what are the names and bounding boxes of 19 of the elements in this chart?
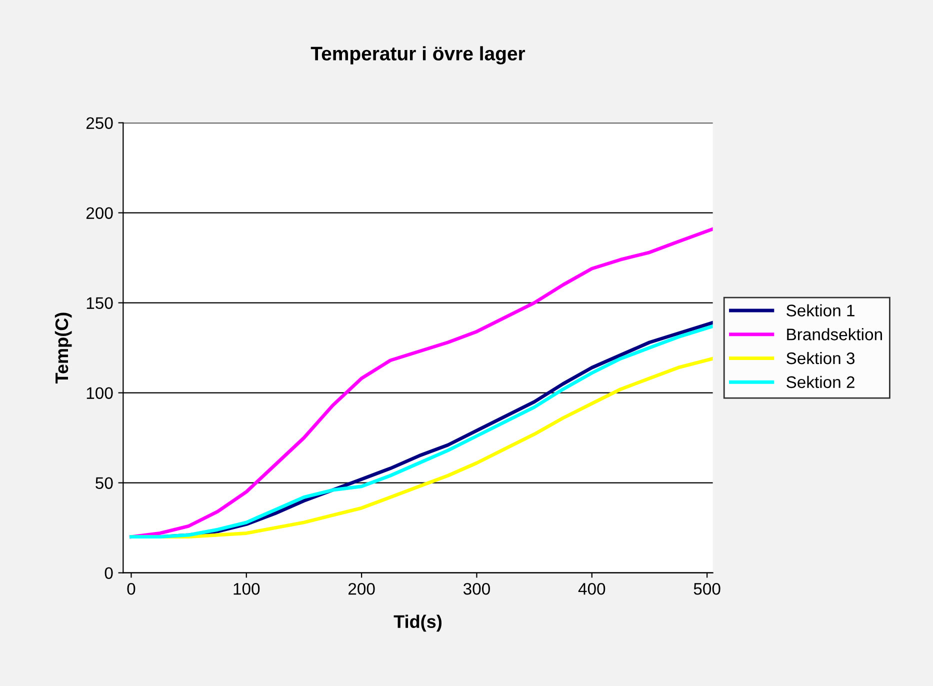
y-tick-label: 100 (86, 387, 113, 400)
x-tick-label: 200 (348, 582, 375, 595)
x-tick-label: 100 (234, 582, 260, 595)
legend-label: Sektion 1 (786, 304, 854, 316)
x-tick-label: 300 (463, 582, 490, 595)
y-tick-label: 0 (104, 567, 113, 580)
x-tick-label: 0 (127, 582, 136, 595)
y-tick-label: 200 (86, 207, 113, 219)
x-tick-label: 400 (578, 582, 606, 595)
chart-title: Temperatur i övre lager (310, 46, 526, 64)
y-tick-label: 250 (86, 117, 113, 129)
legend-label: Sektion 2 (786, 376, 854, 388)
legend-label: Sektion 3 (786, 352, 855, 364)
x-axis-title: Tid(s) (394, 614, 442, 632)
y-axis-title: Temp(C) (54, 312, 72, 384)
y-tick-label: 150 (86, 297, 113, 310)
y-tick-label: 50 (96, 477, 113, 490)
x-tick-label: 500 (694, 582, 720, 595)
legend-label: Brandsektion (787, 328, 882, 340)
